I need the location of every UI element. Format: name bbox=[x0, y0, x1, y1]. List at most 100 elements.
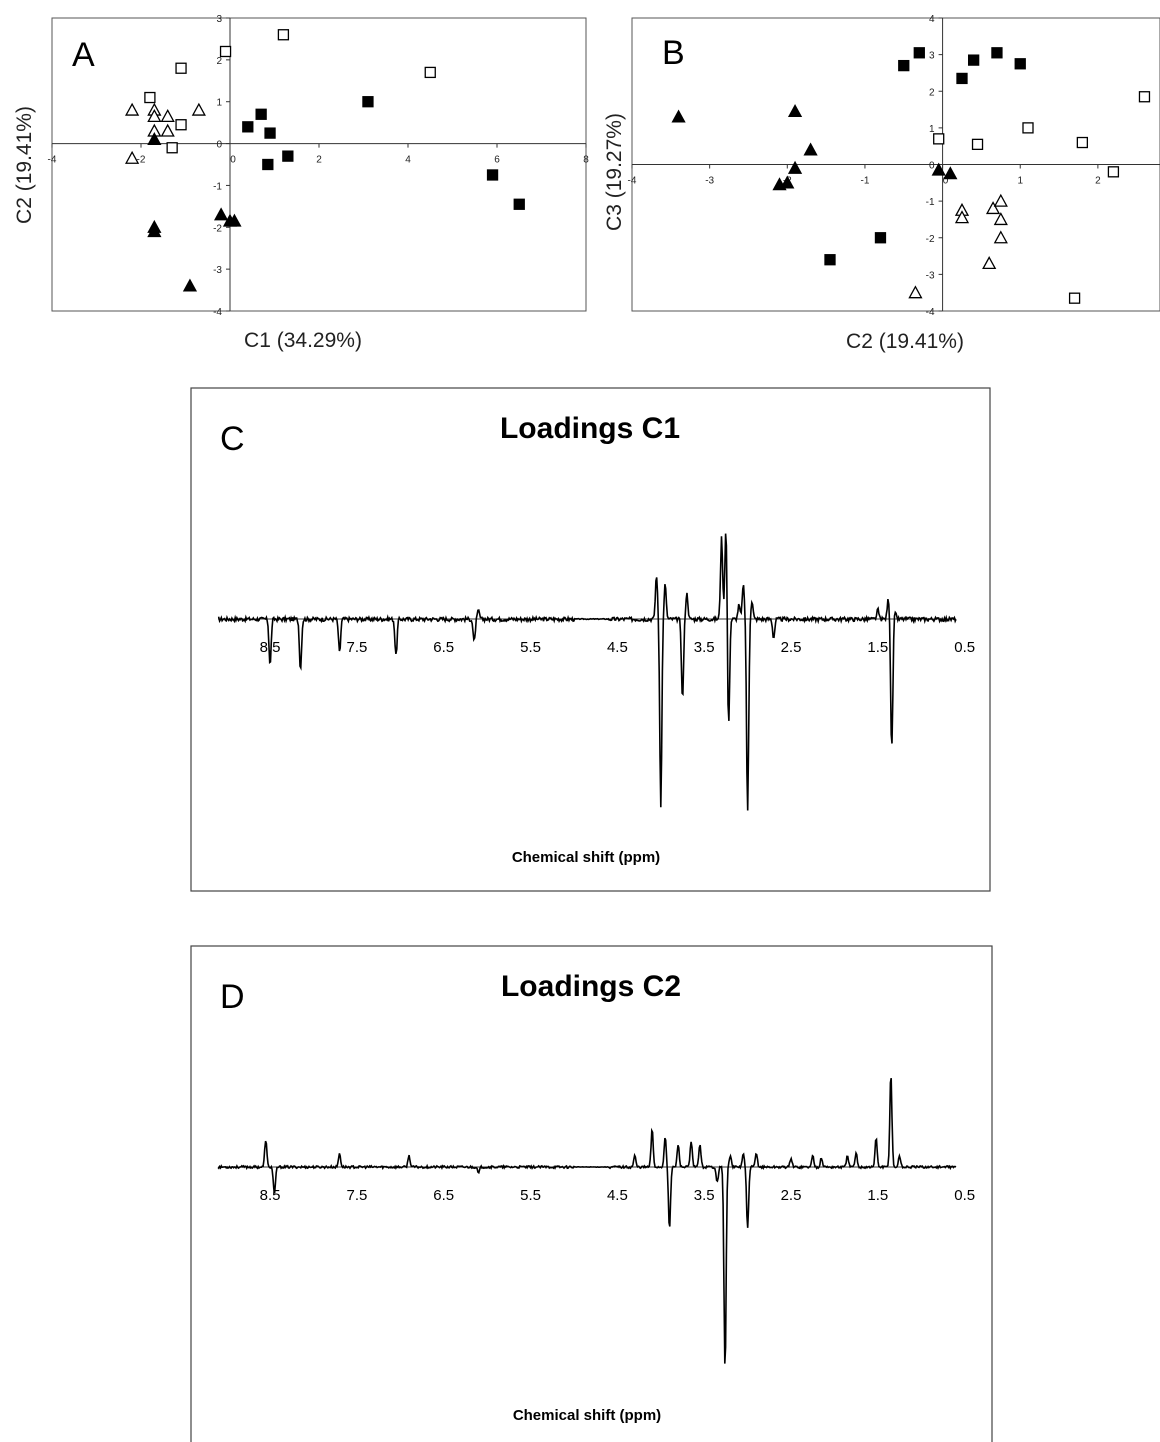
filled-triangle-point bbox=[182, 278, 198, 292]
panel-c-label: C bbox=[220, 420, 245, 458]
panel-a-points bbox=[125, 29, 525, 292]
open-square-point bbox=[144, 91, 156, 104]
y-tick-label: -4 bbox=[926, 307, 935, 318]
y-tick-label: 2 bbox=[216, 56, 222, 67]
open-square-point bbox=[175, 119, 187, 131]
open-triangle-point bbox=[993, 212, 1008, 226]
x-tick-label: -2 bbox=[137, 155, 146, 166]
filled-square-point bbox=[282, 150, 294, 162]
open-triangle-point bbox=[985, 201, 1001, 215]
filled-triangle-point bbox=[943, 166, 958, 180]
ppm-tick-label: 6.5 bbox=[433, 639, 454, 656]
filled-square-point bbox=[1014, 58, 1026, 70]
filled-triangle-point bbox=[931, 162, 946, 176]
filled-square-point bbox=[874, 232, 887, 244]
filled-triangle-point bbox=[671, 109, 686, 123]
panel-d-label: D bbox=[220, 978, 245, 1016]
x-tick-label: 0 bbox=[230, 155, 236, 166]
open-square-point bbox=[1068, 292, 1081, 304]
panel-a-xlabel: C1 (34.29%) bbox=[244, 329, 362, 352]
filled-square-point bbox=[262, 158, 274, 171]
panel-c-frame bbox=[190, 387, 991, 892]
ppm-tick-label: 7.5 bbox=[346, 639, 367, 656]
ppm-tick-label: 6.5 bbox=[433, 1187, 454, 1204]
panel-a-axes: -4 -2 0 2 4 6 8 3 2 1 -1 -2 -3 -4 0 bbox=[48, 14, 590, 318]
ppm-tick-label: 2.5 bbox=[781, 639, 802, 656]
open-triangle-point bbox=[125, 102, 140, 116]
y-tick-label: -1 bbox=[213, 181, 222, 192]
ppm-tick-label: 3.5 bbox=[694, 639, 715, 656]
panel-b-ylabel: C3 (19.27%) bbox=[603, 113, 626, 231]
panel-b-points bbox=[671, 47, 1151, 304]
filled-triangle-point bbox=[227, 213, 242, 227]
open-square-point bbox=[971, 138, 984, 151]
open-square-point bbox=[175, 62, 187, 74]
y-tick-label: 0 bbox=[929, 161, 935, 172]
open-triangle-point bbox=[993, 193, 1008, 207]
open-triangle-point bbox=[160, 109, 175, 123]
filled-square-point bbox=[956, 72, 968, 85]
open-triangle-point bbox=[954, 210, 970, 224]
y-tick-label: -4 bbox=[213, 307, 222, 318]
x-tick-label: 2 bbox=[1095, 176, 1101, 187]
panel-a-label: A bbox=[72, 36, 95, 74]
filled-triangle-point bbox=[772, 177, 787, 191]
y-tick-label: -3 bbox=[926, 270, 935, 281]
y-tick-label: -2 bbox=[926, 234, 935, 245]
ppm-tick-label: 5.5 bbox=[520, 1187, 541, 1204]
open-square-point bbox=[1138, 91, 1151, 103]
ppm-tick-label: 8.5 bbox=[260, 1187, 281, 1204]
filled-square-point bbox=[264, 127, 276, 139]
filled-square-point bbox=[513, 198, 525, 210]
y-tick-label: -3 bbox=[213, 265, 222, 276]
filled-triangle-point bbox=[787, 160, 803, 174]
x-tick-label: 6 bbox=[494, 155, 500, 166]
panel-a-scatter: A -4 -2 0 2 4 6 8 3 2 1 -1 -2 -3 -4 0 C1 (34.29%) C2 (… bbox=[13, 14, 589, 352]
open-triangle-point bbox=[160, 123, 175, 137]
filled-square-point bbox=[824, 254, 836, 266]
ppm-tick-label: 0.5 bbox=[954, 639, 975, 656]
y-tick-label: -1 bbox=[926, 197, 935, 208]
open-square-point bbox=[219, 45, 232, 58]
x-tick-label: 2 bbox=[316, 155, 322, 166]
open-square-point bbox=[166, 142, 178, 154]
ppm-tick-label: 2.5 bbox=[781, 1187, 802, 1204]
filled-triangle-point bbox=[787, 104, 803, 118]
panel-b-label: B bbox=[662, 34, 685, 72]
ppm-tick-label: 0.5 bbox=[954, 1187, 975, 1204]
filled-triangle-point bbox=[147, 132, 162, 146]
y-tick-label: 3 bbox=[929, 51, 935, 62]
panel-d-spectrum-line bbox=[217, 1078, 957, 1364]
ppm-tick-label: 4.5 bbox=[607, 1187, 628, 1204]
x-tick-label: -4 bbox=[628, 176, 637, 187]
x-tick-label: -3 bbox=[705, 176, 714, 187]
open-square-point bbox=[277, 29, 290, 41]
panel-c-loadings: C Loadings C1 8.5 7.5 6.5 5.5 4.5 3.5 2.5 1.5 0.… bbox=[190, 387, 991, 892]
x-tick-label: 4 bbox=[405, 155, 411, 166]
x-tick-label: 8 bbox=[583, 155, 589, 166]
y-tick-label: 2 bbox=[929, 87, 935, 98]
open-square-point bbox=[1022, 122, 1034, 134]
filled-triangle-point bbox=[214, 207, 229, 221]
filled-triangle-point bbox=[780, 175, 795, 189]
x-tick-label: 1 bbox=[1017, 176, 1023, 187]
x-tick-label: 0 bbox=[943, 176, 949, 187]
y-tick-label: 1 bbox=[216, 98, 222, 109]
panel-d-xlabel: Chemical shift (ppm) bbox=[513, 1407, 661, 1424]
filled-triangle-point bbox=[147, 224, 162, 238]
filled-square-point bbox=[362, 96, 374, 108]
filled-square-point bbox=[991, 47, 1003, 59]
ppm-tick-label: 1.5 bbox=[867, 639, 888, 656]
y-tick-label: 3 bbox=[216, 14, 222, 25]
filled-square-point bbox=[967, 54, 980, 66]
open-triangle-point bbox=[993, 230, 1008, 244]
y-tick-label: 1 bbox=[929, 124, 935, 135]
filled-square-point bbox=[898, 59, 910, 72]
open-square-point bbox=[933, 133, 945, 145]
panel-c-spectrum-line bbox=[217, 533, 957, 811]
filled-square-point bbox=[242, 121, 254, 133]
panel-a-ylabel: C2 (19.41%) bbox=[13, 106, 36, 224]
filled-square-point bbox=[486, 169, 499, 181]
